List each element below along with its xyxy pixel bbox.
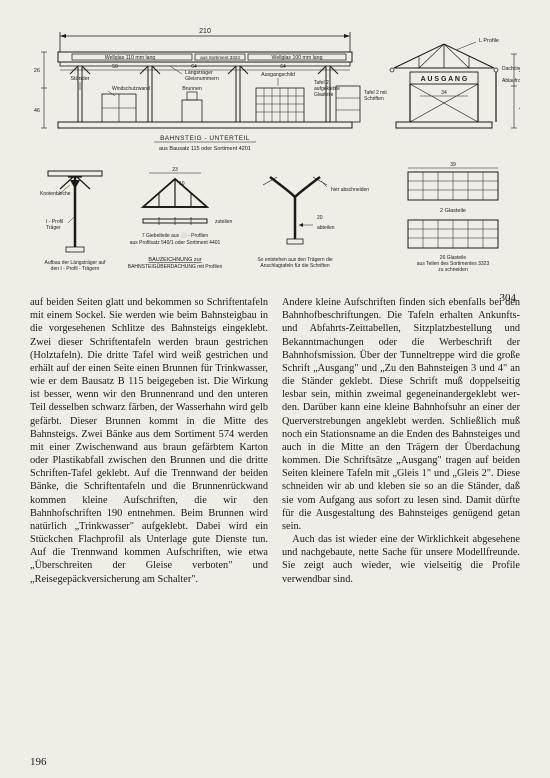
svg-text:Wellglas 100 mm lang: Wellglas 100 mm lang	[272, 55, 323, 61]
svg-text:Dachrinne: Dachrinne	[502, 66, 520, 72]
body-text: auf beiden Seiten glatt und bekommen so …	[30, 296, 520, 586]
paragraph-3: Auch das ist wieder eine der Wirk­lichke…	[282, 533, 520, 586]
svg-text:Ausgangschild: Ausgangschild	[261, 72, 295, 78]
paragraph-1: auf beiden Seiten glatt und bekommen so …	[30, 296, 268, 586]
page-number-left: 196	[30, 756, 47, 768]
svg-text:Ablaufrohr: Ablaufrohr	[502, 78, 520, 84]
svg-text:den I - Profil - Trägern: den I - Profil - Trägern	[51, 266, 100, 272]
svg-text:23: 23	[172, 167, 178, 173]
svg-text:hier abschneiden: hier abschneiden	[331, 187, 369, 193]
svg-text:46: 46	[34, 108, 40, 114]
svg-text:Anschlagtafeln für die Schrif: Anschlagtafeln für die Schriften	[260, 263, 329, 269]
svg-text:Schriften: Schriften	[364, 96, 384, 102]
svg-text:L Profile: L Profile	[479, 38, 499, 44]
page-number-right: 304	[500, 292, 517, 304]
svg-text:Knotenbleche: Knotenbleche	[40, 191, 71, 197]
svg-text:Ständer: Ständer	[70, 76, 89, 82]
svg-text:26: 26	[34, 68, 40, 74]
svg-text:A U S G A N G: A U S G A N G	[421, 76, 468, 83]
technical-diagram: 210 Wellglas 110 mm lang aus Sortiment 3…	[30, 22, 520, 290]
svg-text:Gleisnummern: Gleisnummern	[185, 76, 219, 82]
svg-text:zu schneiden: zu schneiden	[438, 267, 468, 273]
page: 210 Wellglas 110 mm lang aus Sortiment 3…	[0, 0, 550, 778]
svg-text:20: 20	[317, 215, 323, 221]
svg-text:aus Bausatz 115 oder Sort: aus Bausatz 115 oder Sortiment 4201	[159, 146, 251, 152]
svg-text:26: 26	[519, 68, 520, 74]
svg-text:BAHNSTEIG - UNTERTEIL: BAHNSTEIG - UNTERTEIL	[160, 135, 250, 142]
svg-text:BAHNSTEIGÜBERDACHUNG mit Prof: BAHNSTEIGÜBERDACHUNG mit Profilen	[128, 263, 223, 270]
svg-text:210: 210	[199, 28, 211, 35]
svg-text:Windschutzwand: Windschutzwand	[112, 86, 150, 92]
svg-text:39: 39	[450, 162, 456, 168]
svg-text:Glasteile: Glasteile	[314, 92, 334, 98]
svg-text:64: 64	[191, 64, 197, 70]
svg-text:abteilen: abteilen	[317, 225, 335, 231]
svg-text:aus Sortiment 3323: aus Sortiment 3323	[200, 55, 240, 60]
svg-text:46: 46	[519, 106, 520, 112]
svg-text:50: 50	[112, 64, 118, 70]
svg-text:64: 64	[280, 64, 286, 70]
paragraph-2: Andere kleine Aufschriften finden sich e…	[282, 296, 520, 533]
svg-text:2 Glasteile: 2 Glasteile	[440, 208, 466, 214]
svg-text:Träger: Träger	[46, 225, 61, 231]
svg-text:zuteilen: zuteilen	[215, 219, 232, 225]
svg-text:BAUZEICHNUNG zur: BAUZEICHNUNG zur	[148, 257, 201, 263]
svg-text:34: 34	[441, 90, 447, 96]
svg-text:Wellglas 110 mm lang: Wellglas 110 mm lang	[105, 55, 156, 61]
svg-text:7 Giebelteile aus ⬜ - Profile: 7 Giebelteile aus ⬜ - Profilen	[142, 232, 208, 239]
svg-text:Brunnen: Brunnen	[182, 86, 202, 92]
svg-text:aus Profilsatz 540/1 oder So: aus Profilsatz 540/1 oder Sortiment 4401	[130, 240, 221, 246]
